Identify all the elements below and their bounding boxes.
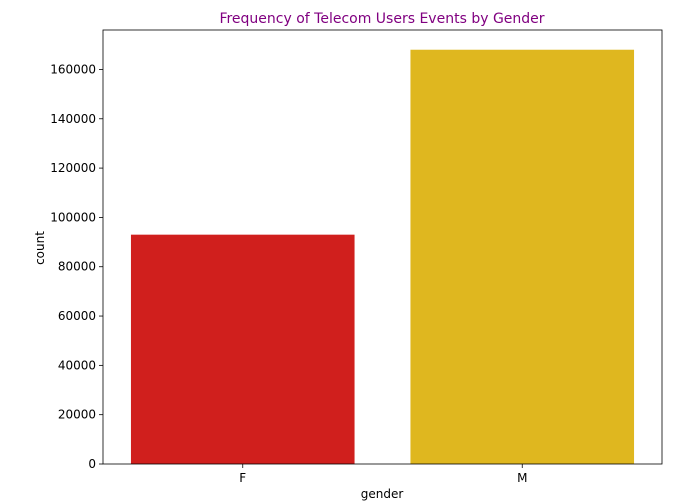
- y-tick-label: 0: [88, 457, 96, 471]
- x-axis-label: gender: [361, 487, 404, 501]
- x-tick-label: F: [239, 471, 246, 485]
- y-axis-label: count: [33, 231, 47, 265]
- bar-m: [410, 49, 635, 464]
- y-tick-label: 40000: [58, 358, 96, 372]
- y-tick-label: 160000: [50, 62, 96, 76]
- y-tick-label: 80000: [58, 260, 96, 274]
- chart-title: Frequency of Telecom Users Events by Gen…: [219, 11, 544, 27]
- plot-area: F M 0 20000 40000 60000 80000 100000 120000 14000…: [50, 29, 663, 485]
- x-tick-label: M: [517, 471, 527, 485]
- bar-f: [130, 234, 355, 464]
- y-tick-label: 20000: [58, 408, 96, 422]
- y-tick-label: 140000: [50, 112, 96, 126]
- y-tick-label: 60000: [58, 309, 96, 323]
- y-tick-label: 120000: [50, 161, 96, 175]
- y-tick-label: 100000: [50, 210, 96, 224]
- plot-frame: [102, 29, 663, 465]
